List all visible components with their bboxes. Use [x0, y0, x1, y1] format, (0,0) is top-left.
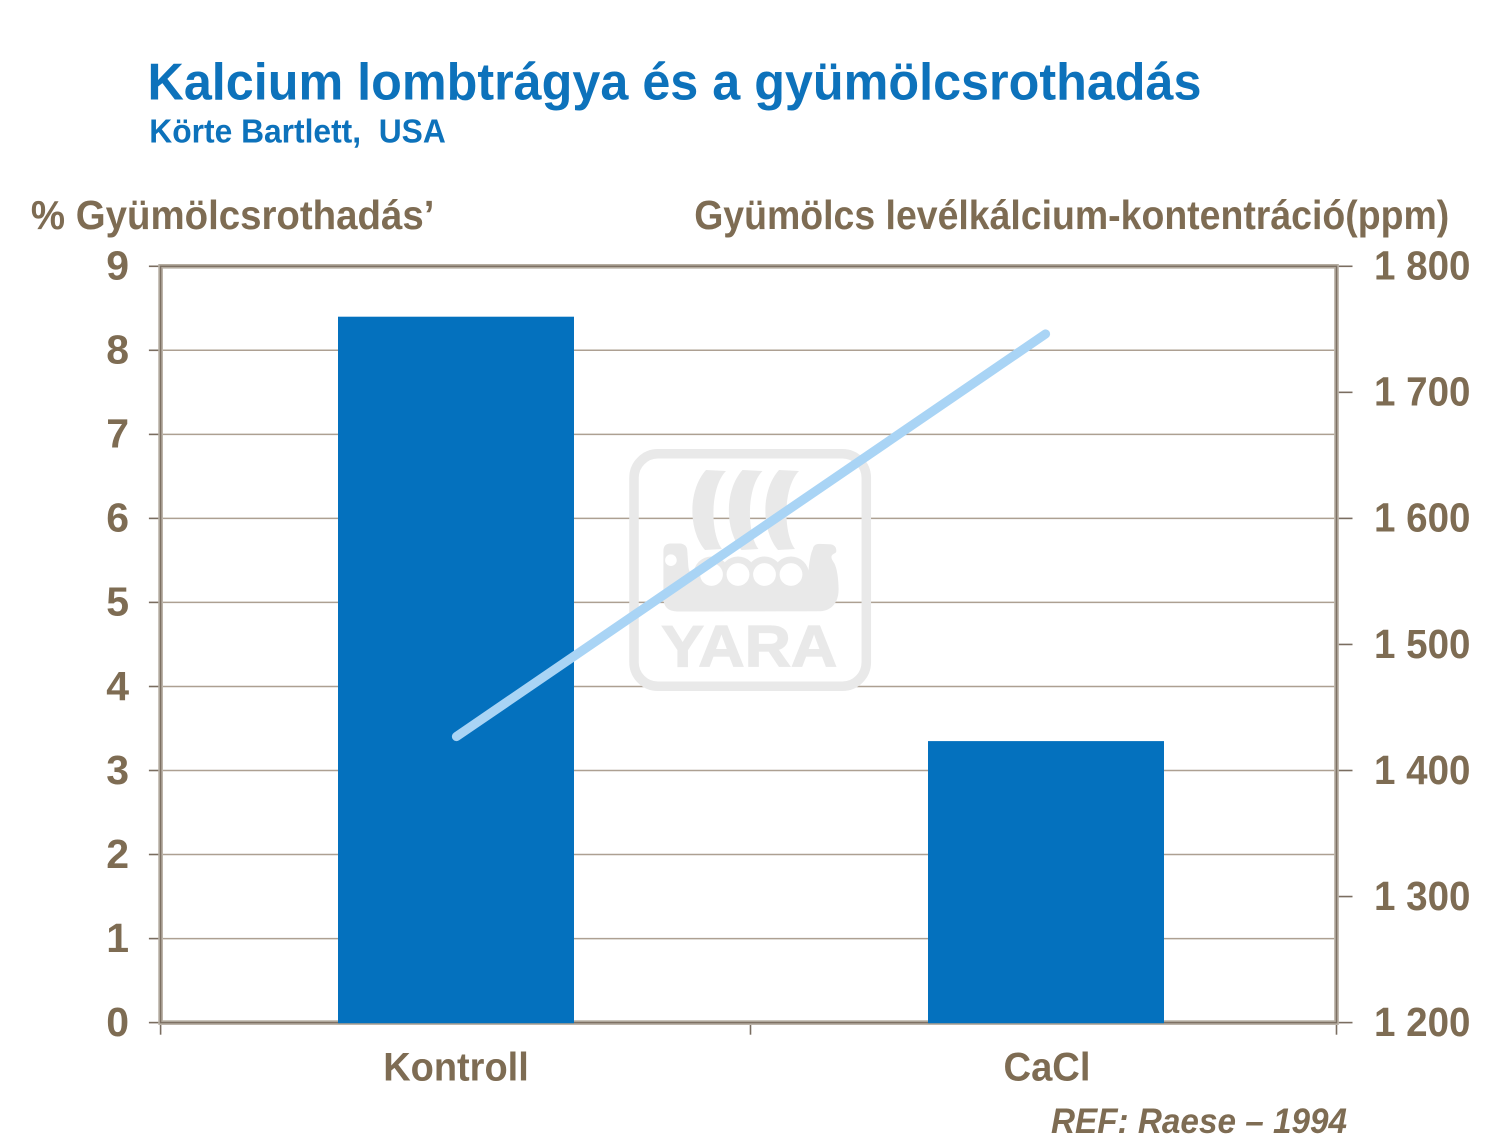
- svg-text:5: 5: [106, 579, 129, 625]
- svg-text:7: 7: [106, 411, 129, 457]
- svg-text:Gyümölcs levélkálcium-kontentr: Gyümölcs levélkálcium-kontentráció(ppm): [694, 192, 1449, 238]
- svg-text:2: 2: [106, 831, 129, 877]
- svg-text:1 500: 1 500: [1374, 621, 1471, 667]
- svg-text:Kalcium lombtrágya és a gyümöl: Kalcium lombtrágya és a gyümölcsrothadás: [148, 54, 1202, 112]
- svg-text:Kontroll: Kontroll: [383, 1046, 529, 1090]
- svg-text:1 700: 1 700: [1374, 369, 1471, 415]
- svg-text:8: 8: [106, 327, 129, 373]
- svg-text:3: 3: [106, 747, 129, 793]
- svg-text:1 400: 1 400: [1374, 747, 1471, 793]
- svg-text:1 800: 1 800: [1374, 243, 1471, 289]
- svg-text:0: 0: [106, 999, 129, 1045]
- svg-text:1 600: 1 600: [1374, 495, 1471, 541]
- svg-text:9: 9: [106, 243, 129, 289]
- svg-text:REF: Raese – 1994: REF: Raese – 1994: [1051, 1102, 1347, 1141]
- svg-text:1: 1: [106, 915, 129, 961]
- svg-text:4: 4: [106, 663, 129, 709]
- svg-text:1 200: 1 200: [1374, 999, 1471, 1045]
- svg-text:6: 6: [106, 495, 129, 541]
- svg-text:Körte Bartlett, USA: Körte Bartlett, USA: [149, 114, 446, 151]
- svg-text:1 300: 1 300: [1374, 873, 1471, 919]
- svg-text:% Gyümölcsrothadás’: % Gyümölcsrothadás’: [31, 192, 435, 238]
- svg-text:CaCl: CaCl: [1004, 1046, 1091, 1090]
- svg-text:YARA: YARA: [661, 615, 837, 680]
